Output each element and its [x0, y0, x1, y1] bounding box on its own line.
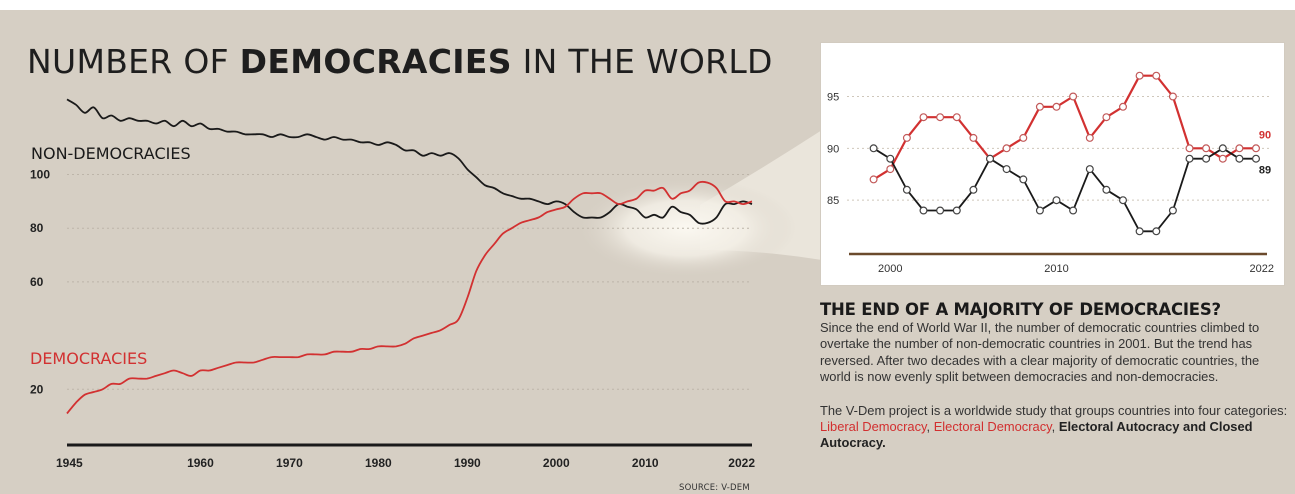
democracies-point: [919, 113, 928, 122]
democracies-point: [936, 113, 945, 122]
inset-panel: 85 90 95 2000 2010 2022 90 89: [820, 42, 1285, 286]
democracies-point: [1069, 92, 1078, 101]
non-democracies-point: [1002, 165, 1011, 174]
non-democracies-point: [869, 144, 878, 153]
democracies-point: [969, 133, 978, 142]
democracies-point: [952, 113, 961, 122]
y-tick-label: 80: [30, 221, 44, 235]
title-prefix: NUMBER OF: [27, 42, 240, 81]
x-tick-label: 2010: [632, 456, 659, 470]
non-democracies-point: [1135, 227, 1144, 236]
democracies-point: [1235, 144, 1244, 153]
non-democracies-point: [936, 206, 945, 215]
x-tick-label: 1990: [454, 456, 481, 470]
democracies-point: [902, 133, 911, 142]
category-electoral-democracy: Electoral Democracy: [933, 419, 1052, 435]
non-democracies-point: [1052, 196, 1061, 205]
democracies-point: [1135, 71, 1144, 80]
page-title: NUMBER OF DEMOCRACIES IN THE WORLD: [27, 42, 773, 81]
non-democracies-point: [886, 154, 895, 163]
inset-y-tick-label: 95: [827, 91, 839, 103]
non-democracies-point: [1252, 154, 1261, 163]
title-suffix: IN THE WORLD: [511, 42, 773, 81]
non-democracies-point: [986, 154, 995, 163]
main-line-chart: 20 60 80 100 1945 1960 1970 1980 1990 2000 2010 202…: [30, 98, 822, 470]
non-democracies-label: NON-DEMOCRACIES: [31, 144, 191, 163]
inset-democracies-line: [873, 74, 1256, 181]
category-electoral-autocracy: Electoral Autocracy: [1058, 419, 1180, 435]
y-tick-label: 60: [30, 275, 44, 289]
source-note: SOURCE: V-DEM: [679, 483, 750, 493]
inset-x-tick-label: 2000: [878, 263, 902, 275]
non-democracies-point: [1235, 154, 1244, 163]
category-liberal-democracy: Liberal Democracy: [820, 419, 927, 435]
democracies-point: [1035, 102, 1044, 111]
period: .: [882, 435, 886, 451]
title-bold-word: DEMOCRACIES: [239, 42, 512, 81]
democracies-point: [1102, 113, 1111, 122]
non-democracies-point: [1069, 206, 1078, 215]
separator: ,: [926, 419, 934, 435]
democracies-label: DEMOCRACIES: [30, 349, 147, 368]
democracies-point: [1252, 144, 1261, 153]
non-democracies-point: [1119, 196, 1128, 205]
democracies-point: [1052, 102, 1061, 111]
x-tick-label: 1970: [276, 456, 303, 470]
inset-democracies-end-label: 90: [1259, 129, 1271, 141]
inset-y-tick-label: 90: [827, 143, 839, 155]
conjunction: and: [1179, 419, 1210, 435]
non-democracies-line: [66, 98, 753, 225]
democracies-point: [1168, 92, 1177, 101]
inset-non-democracies-line: [873, 147, 1256, 233]
non-democracies-point: [919, 206, 928, 215]
non-democracies-point: [1019, 175, 1028, 184]
democracies-point: [1119, 102, 1128, 111]
non-democracies-point: [1035, 206, 1044, 215]
democracies-line: [66, 180, 753, 415]
non-democracies-point: [1152, 227, 1161, 236]
democracies-point: [1202, 144, 1211, 153]
inset-x-tick-label: 2010: [1044, 263, 1068, 275]
democracies-point: [1152, 71, 1161, 80]
non-democracies-point: [952, 206, 961, 215]
democracies-point: [1002, 144, 1011, 153]
democracies-point: [1019, 133, 1028, 142]
separator: ,: [1051, 419, 1056, 435]
article-paragraph-2: The V-Dem project is a worldwide study t…: [820, 403, 1290, 452]
category-closed-autocracy: Closed Autocracy: [820, 419, 1253, 451]
inset-line-chart: 85 90 95 2000 2010 2022 90 89: [827, 71, 1274, 275]
inset-y-tick-label: 85: [827, 195, 839, 207]
democracies-point: [869, 175, 878, 184]
non-democracies-point: [969, 185, 978, 194]
non-democracies-point: [1168, 206, 1177, 215]
article-paragraph-1: Since the end of World War II, the numbe…: [820, 320, 1260, 385]
x-tick-label: 2000: [543, 456, 570, 470]
inset-x-tick-label: 2022: [1250, 263, 1274, 275]
non-democracies-point: [1218, 144, 1227, 153]
x-tick-label: 1960: [187, 456, 214, 470]
non-democracies-point: [1102, 185, 1111, 194]
non-democracies-point: [1085, 165, 1094, 174]
democracies-point: [886, 165, 895, 174]
article-heading: THE END OF A MAJORITY OF DEMOCRACIES?: [820, 300, 1221, 319]
y-tick-label: 20: [30, 382, 44, 396]
democracies-point: [1185, 144, 1194, 153]
inset-non-democracies-end-label: 89: [1259, 165, 1271, 177]
highlight-glow: [576, 178, 796, 278]
x-tick-label: 2022: [728, 456, 755, 470]
x-tick-label: 1980: [365, 456, 392, 470]
y-tick-label: 100: [30, 168, 50, 182]
non-democracies-point: [1202, 154, 1211, 163]
non-democracies-point: [1185, 154, 1194, 163]
paragraph-2-text: The V-Dem project is a worldwide study t…: [820, 402, 1288, 418]
x-tick-label: 1945: [56, 456, 83, 470]
infographic: NUMBER OF DEMOCRACIES IN THE WORLD 20 60 8…: [0, 10, 1295, 494]
democracies-point: [1085, 133, 1094, 142]
non-democracies-point: [902, 185, 911, 194]
article-text: THE END OF A MAJORITY OF DEMOCRACIES? Si…: [820, 300, 1290, 452]
democracies-point: [1218, 154, 1227, 163]
